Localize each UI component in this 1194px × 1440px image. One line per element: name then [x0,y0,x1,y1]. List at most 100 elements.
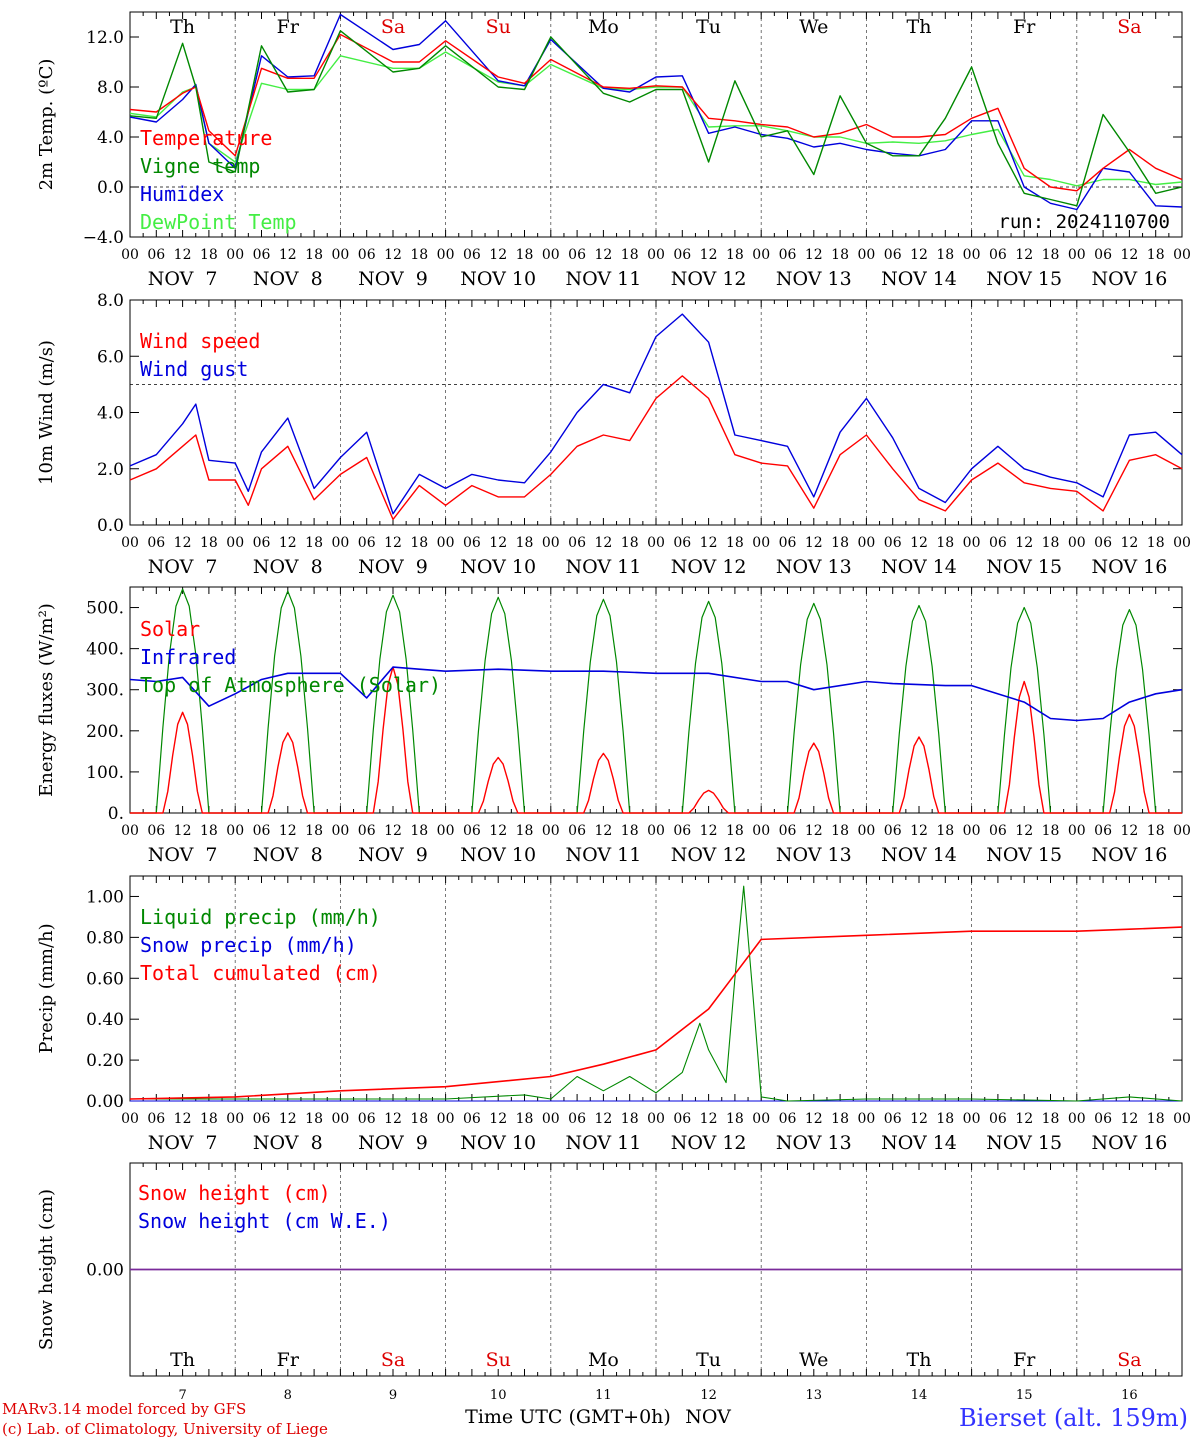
weekday-label: Mo [588,1349,619,1371]
hour-label: 00 [857,1111,875,1127]
hour-label: 06 [253,1111,271,1127]
legend-entry: Wind speed [140,329,260,353]
date-label: NOV 8 [253,556,323,578]
y-axis-label: 10m Wind (m/s) [36,340,57,485]
day-number: 12 [700,1388,717,1403]
hour-label: 12 [700,1111,718,1127]
hour-label: 00 [542,247,560,263]
hour-label: 18 [305,535,323,551]
y-tick-label: 2.0 [97,460,124,480]
hour-label: 00 [121,1111,139,1127]
legend-entry: Snow precip (mm/h) [140,933,357,957]
y-tick-label: 300. [86,681,124,701]
hour-label: 18 [621,247,639,263]
hour-label: 00 [1068,535,1086,551]
hour-label: 18 [200,247,218,263]
day-number: 16 [1121,1388,1138,1403]
day-number: 11 [595,1388,612,1403]
hour-label: 12 [910,535,928,551]
hour-label: 12 [594,535,612,551]
date-label: NOV 8 [253,268,323,290]
hour-label: 18 [1147,535,1165,551]
hour-label: 12 [279,823,297,839]
hour-label: 12 [700,535,718,551]
panel-precip: 0.00 0.20 0.40 0.60 0.80 1.00 Precip (mm/h) 00 0… [36,875,1191,1154]
series-line-solar [130,666,1182,814]
legend-entry: Humidex [140,182,224,206]
date-label: NOV 9 [358,844,428,866]
hour-label: 06 [989,1111,1007,1127]
hour-label: 18 [621,1111,639,1127]
hour-label: 18 [305,1111,323,1127]
hour-label: 12 [1015,247,1033,263]
hour-label: 00 [331,1111,349,1127]
y-axis-label: Precip (mm/h) [36,923,57,1053]
hour-label: 06 [884,823,902,839]
series-line-infrared [129,666,1183,722]
hour-label: 06 [358,247,376,263]
hour-label: 12 [489,823,507,839]
legend-entry: Temperature [140,126,272,150]
hour-label: 18 [410,1111,428,1127]
weekday-label: Mo [588,16,619,38]
hour-label: 00 [331,535,349,551]
legend-entry: Solar [140,617,200,641]
hour-label: 06 [463,823,481,839]
hour-label: 00 [857,823,875,839]
hour-label: 06 [989,535,1007,551]
hour-label: 18 [1147,1111,1165,1127]
y-tick-label: 0.40 [86,1010,124,1030]
day-number: 7 [178,1388,186,1403]
hour-label: 00 [1173,1111,1191,1127]
date-label: NOV 16 [1091,844,1167,866]
y-tick-label: 4.0 [97,128,124,148]
hour-label: 12 [489,1111,507,1127]
day-number: 10 [490,1388,507,1403]
hour-label: 12 [1015,823,1033,839]
hour-label: 06 [779,247,797,263]
date-label: NOV 10 [460,1132,536,1154]
hour-label: 18 [516,823,534,839]
date-label: NOV 14 [881,268,957,290]
hour-label: 06 [884,1111,902,1127]
weekday-label: Fr [1013,16,1036,38]
hour-label: 18 [200,535,218,551]
hour-label: 18 [831,247,849,263]
hour-label: 00 [542,1111,560,1127]
weekday-label: Su [486,1349,511,1371]
day-number: 14 [911,1388,928,1403]
date-label: NOV 10 [460,556,536,578]
hour-label: 18 [1042,823,1060,839]
hour-label: 18 [936,1111,954,1127]
hour-label: 06 [253,247,271,263]
hour-label: 06 [147,247,165,263]
legend-entry: Wind gust [140,357,248,381]
x-axis-title: Time UTC (GMT+0h) [465,1406,671,1428]
day-number: 15 [1016,1388,1033,1403]
hour-label: 06 [358,1111,376,1127]
hour-label: 18 [1147,823,1165,839]
hour-label: 00 [647,247,665,263]
date-label: NOV 14 [881,844,957,866]
date-label: NOV 9 [358,1132,428,1154]
panel-frame [129,299,1183,526]
y-tick-label: 0.80 [86,928,124,948]
hour-label: 06 [989,823,1007,839]
hour-label: 06 [884,535,902,551]
weekday-label: Su [486,16,511,38]
hour-label: 18 [1147,247,1165,263]
weekday-label: Sa [381,1349,405,1371]
y-tick-label: 400. [86,640,124,660]
weekday-label: Th [907,16,932,38]
hour-label: 00 [963,535,981,551]
date-label: NOV 14 [881,1132,957,1154]
legend-entry: Snow height (cm) [138,1181,331,1205]
hour-label: 00 [1173,823,1191,839]
hour-label: 18 [305,823,323,839]
date-label: NOV 10 [460,844,536,866]
hour-label: 12 [700,247,718,263]
date-label: NOV 11 [565,556,641,578]
legend-entry: DewPoint Temp [140,210,297,234]
hour-label: 18 [726,823,744,839]
